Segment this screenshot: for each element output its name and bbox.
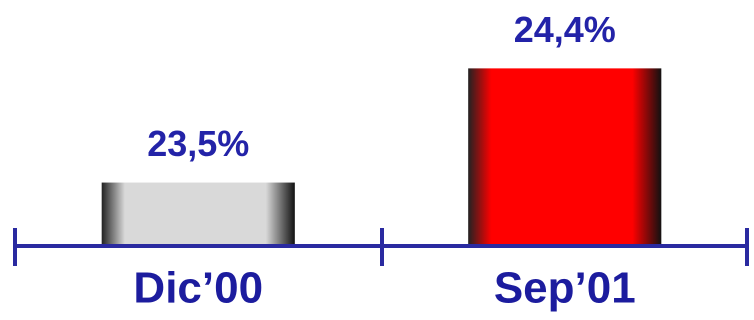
bar: [101, 182, 295, 246]
x-tick-label: Dic’00: [133, 264, 263, 313]
bar: [468, 68, 662, 246]
value-label: 23,5%: [147, 123, 249, 164]
value-label: 24,4%: [514, 9, 616, 50]
x-tick-label: Sep’01: [494, 264, 636, 313]
bars: [101, 68, 662, 246]
